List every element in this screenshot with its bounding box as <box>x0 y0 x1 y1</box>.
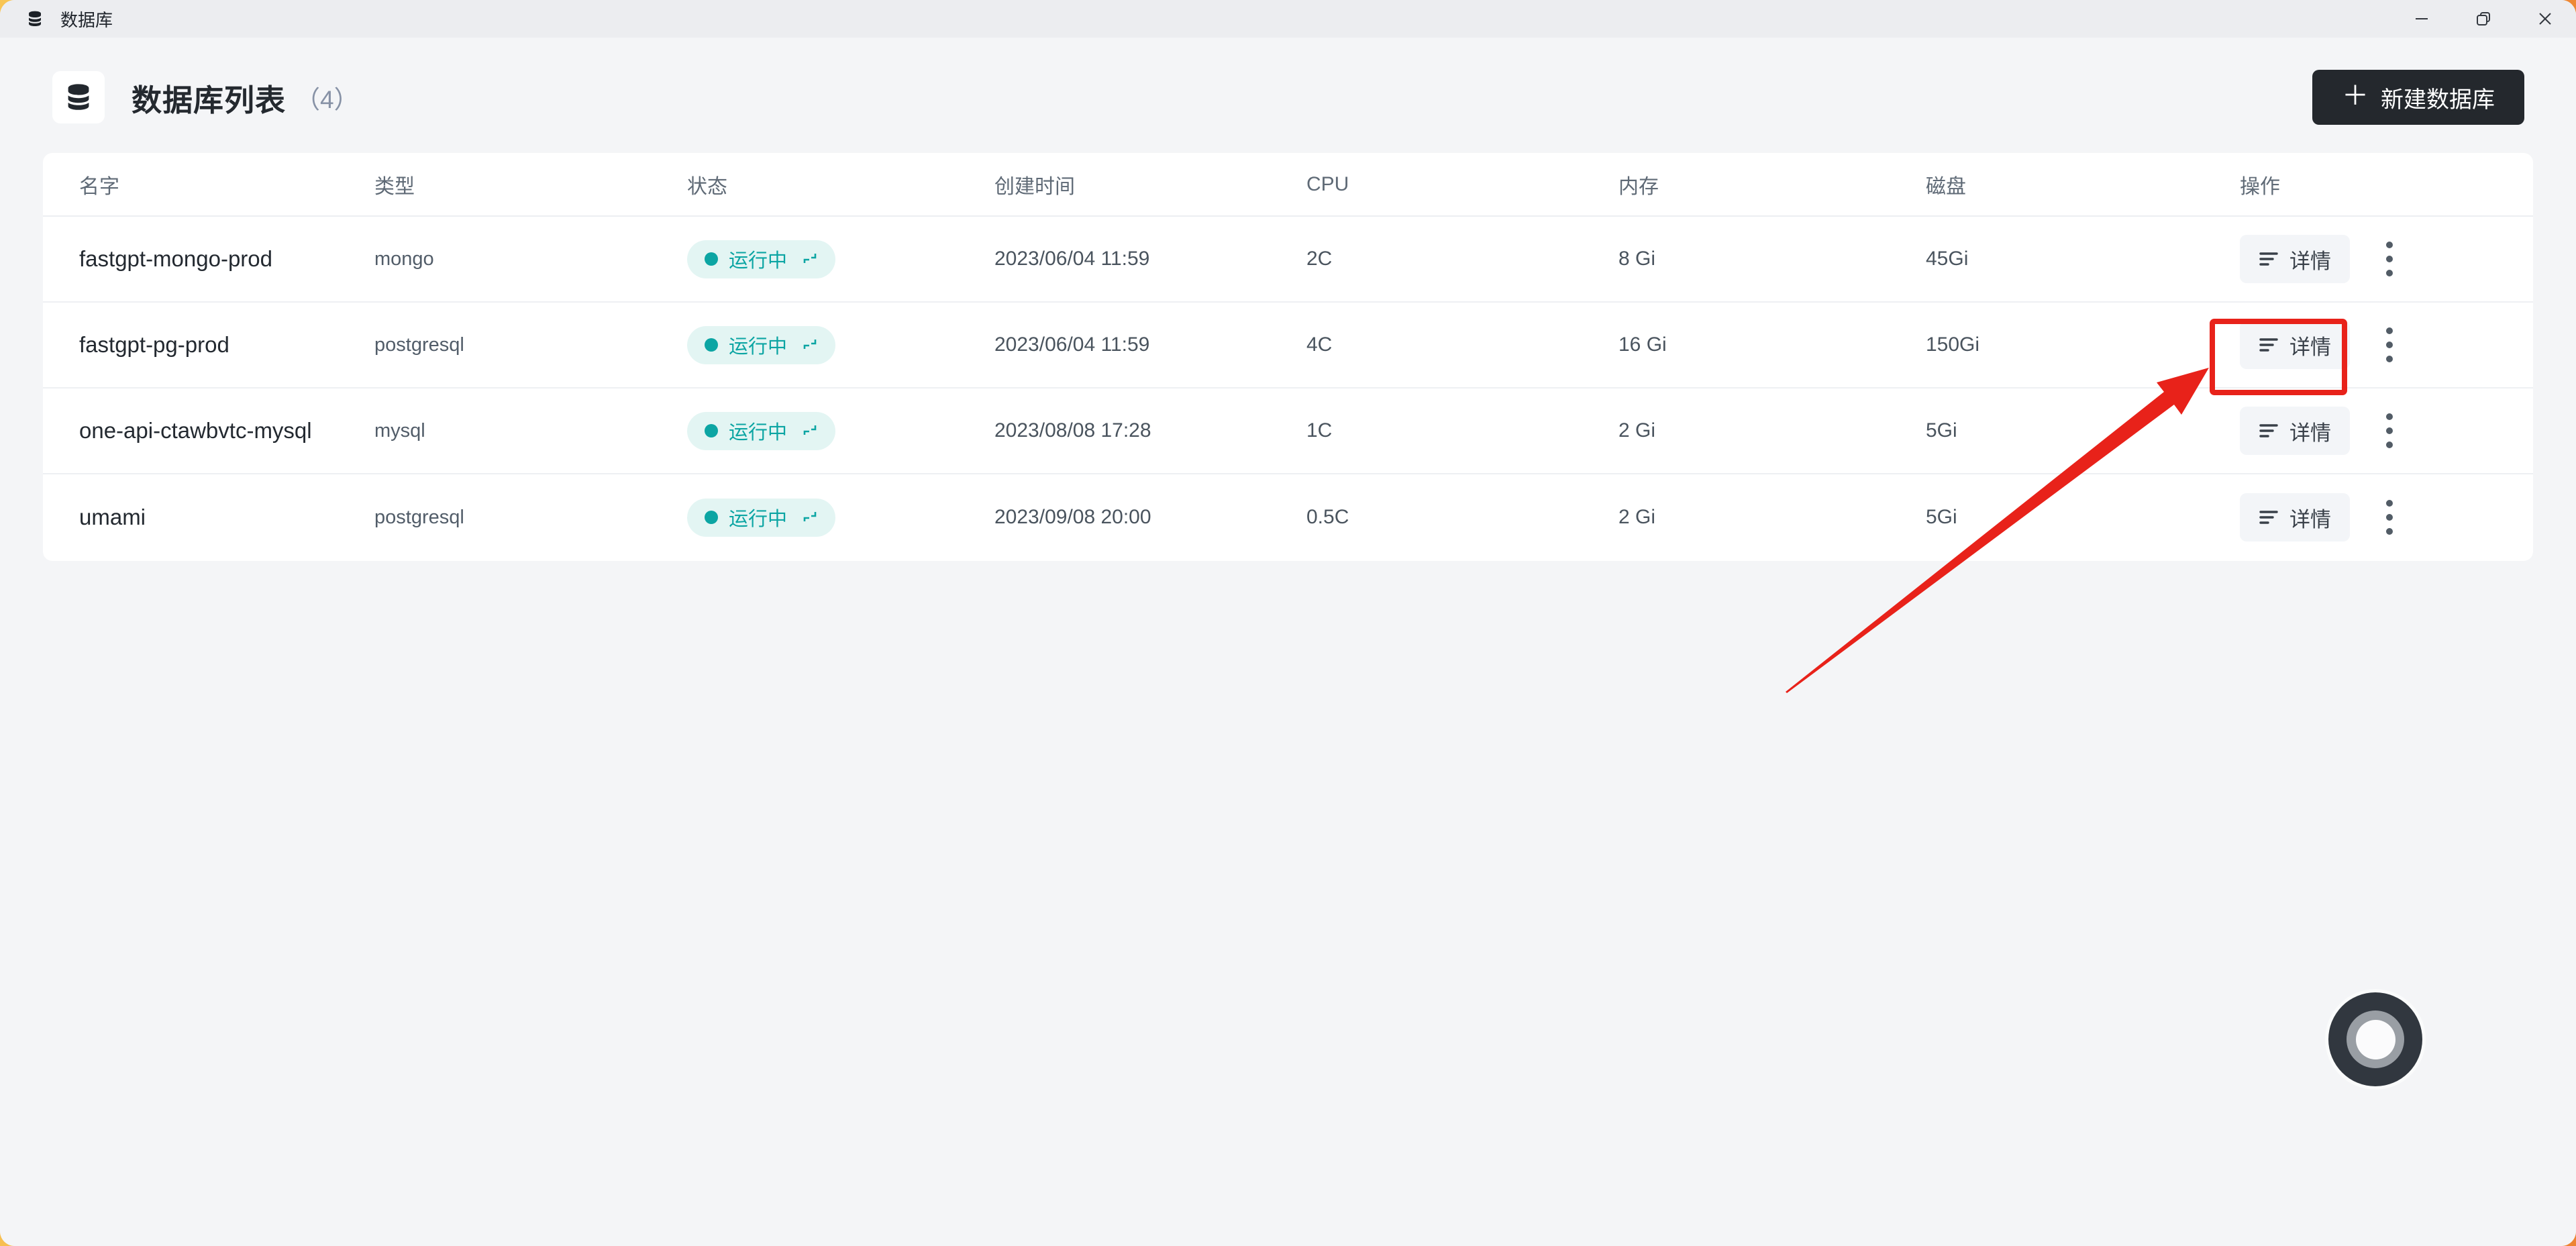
table-header-row: 名字 类型 状态 创建时间 CPU 内存 磁盘 操作 <box>43 153 2533 217</box>
db-name: one-api-ctawbvtc-mysql <box>79 418 312 443</box>
new-database-button[interactable]: ＋ 新建数据库 <box>2312 70 2524 125</box>
db-memory: 16 Gi <box>1618 333 1667 356</box>
page-title: 数据库列表 <box>132 83 287 117</box>
column-header-actions: 操作 <box>2240 175 2280 198</box>
pods-corner-icon <box>802 423 818 439</box>
content-area: 数据库列表 （4） ＋ 新建数据库 名字 类型 状态 创建时间 CPU 内存 磁… <box>0 38 2576 1246</box>
db-type: postgresql <box>374 333 464 356</box>
db-type: postgresql <box>374 506 464 528</box>
detail-lines-icon <box>2259 335 2280 354</box>
db-disk: 150Gi <box>1926 333 1980 356</box>
titlebar: 数据库 <box>0 0 2576 38</box>
db-cpu: 4C <box>1306 333 1333 356</box>
pods-corner-icon <box>802 509 818 525</box>
pods-corner-icon <box>802 337 818 353</box>
status-badge: 运行中 <box>687 325 836 364</box>
db-memory: 2 Gi <box>1618 419 1656 442</box>
table-row[interactable]: fastgpt-mongo-prod mongo 运行中 2023/06/04 … <box>43 217 2533 303</box>
status-dot-icon <box>705 338 718 352</box>
new-database-label: 新建数据库 <box>2381 87 2495 113</box>
db-disk: 5Gi <box>1926 419 1957 442</box>
db-memory: 8 Gi <box>1618 248 1656 270</box>
table-row[interactable]: one-api-ctawbvtc-mysql mysql 运行中 2023/08… <box>43 388 2533 474</box>
db-disk: 5Gi <box>1926 506 1957 528</box>
db-memory: 2 Gi <box>1618 506 1656 528</box>
detail-lines-icon <box>2259 250 2280 268</box>
column-header-type: 类型 <box>374 175 415 198</box>
db-name: fastgpt-mongo-prod <box>79 246 272 271</box>
db-cpu: 1C <box>1306 419 1333 442</box>
click-indicator <box>2328 992 2422 1086</box>
detail-button[interactable]: 详情 <box>2240 493 2350 541</box>
db-name: fastgpt-pg-prod <box>79 332 229 357</box>
db-created: 2023/09/08 20:00 <box>994 506 1151 528</box>
column-header-memory: 内存 <box>1618 175 1659 198</box>
row-menu-button[interactable] <box>2379 321 2400 369</box>
close-button[interactable] <box>2514 0 2576 38</box>
status-dot-icon <box>705 252 718 266</box>
row-menu-button[interactable] <box>2379 235 2400 283</box>
status-badge: 运行中 <box>687 411 836 450</box>
db-created: 2023/08/08 17:28 <box>994 419 1151 442</box>
db-name: umami <box>79 505 146 529</box>
window-title: 数据库 <box>60 9 113 30</box>
database-icon <box>25 9 44 28</box>
column-header-disk: 磁盘 <box>1926 175 1966 198</box>
page-header: 数据库列表 （4） ＋ 新建数据库 <box>52 70 2524 125</box>
detail-button[interactable]: 详情 <box>2240 407 2350 455</box>
status-dot-icon <box>705 511 718 524</box>
db-disk: 45Gi <box>1926 248 1969 270</box>
detail-lines-icon <box>2259 421 2280 440</box>
database-app-icon <box>52 71 105 123</box>
detail-button-highlighted[interactable]: 详情 <box>2240 321 2350 369</box>
status-dot-icon <box>705 424 718 437</box>
column-header-status: 状态 <box>687 175 727 198</box>
pods-corner-icon <box>802 251 818 267</box>
row-menu-button[interactable] <box>2379 493 2400 541</box>
table-row[interactable]: umami postgresql 运行中 2023/09/08 20:00 0.… <box>43 474 2533 560</box>
db-type: mysql <box>374 419 425 442</box>
status-badge: 运行中 <box>687 240 836 278</box>
column-header-cpu: CPU <box>1306 172 1349 195</box>
db-cpu: 0.5C <box>1306 506 1349 528</box>
table-row[interactable]: fastgpt-pg-prod postgresql 运行中 2023/06/0… <box>43 303 2533 388</box>
database-table: 名字 类型 状态 创建时间 CPU 内存 磁盘 操作 fastgpt-mongo… <box>43 153 2533 561</box>
db-created: 2023/06/04 11:59 <box>994 248 1150 270</box>
column-header-created: 创建时间 <box>994 175 1075 198</box>
detail-lines-icon <box>2259 508 2280 527</box>
status-badge: 运行中 <box>687 498 836 537</box>
restore-button[interactable] <box>2453 0 2514 38</box>
row-menu-button[interactable] <box>2379 407 2400 455</box>
db-type: mongo <box>374 248 434 270</box>
minimize-button[interactable] <box>2391 0 2453 38</box>
db-created: 2023/06/04 11:59 <box>994 333 1150 356</box>
db-cpu: 2C <box>1306 248 1333 270</box>
column-header-name: 名字 <box>79 175 119 198</box>
detail-button[interactable]: 详情 <box>2240 235 2350 283</box>
database-count: （4） <box>295 86 359 113</box>
plus-icon: ＋ <box>2342 81 2369 111</box>
